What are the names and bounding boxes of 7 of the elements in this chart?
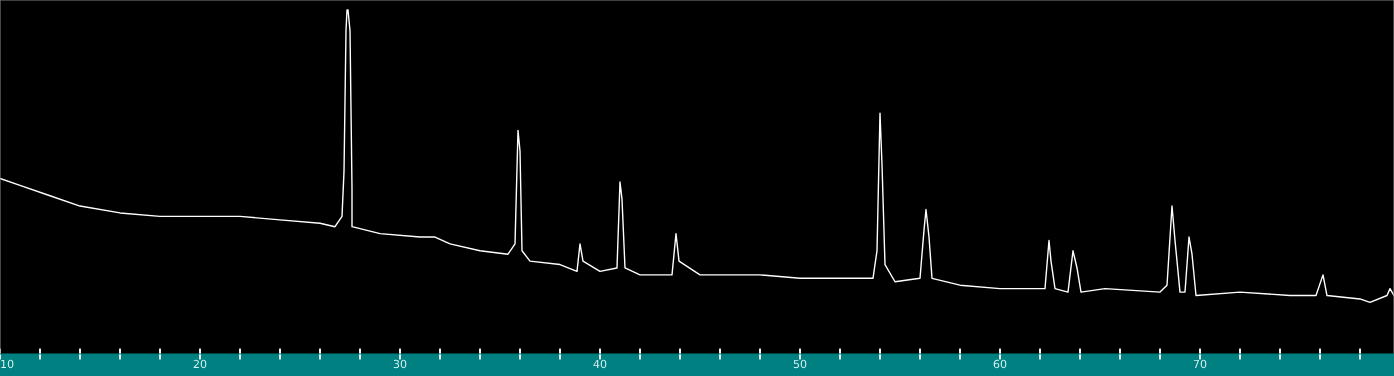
x-tick-label: 50 [793,359,807,369]
x-tick-label: 10 [1,359,14,369]
x-tick-label: 70 [1193,359,1207,369]
x-tick-label: 60 [993,359,1007,369]
x-tick-label: 20 [193,359,207,369]
x-tick-label: 40 [593,359,607,369]
x-tick-label: 30 [393,359,407,369]
